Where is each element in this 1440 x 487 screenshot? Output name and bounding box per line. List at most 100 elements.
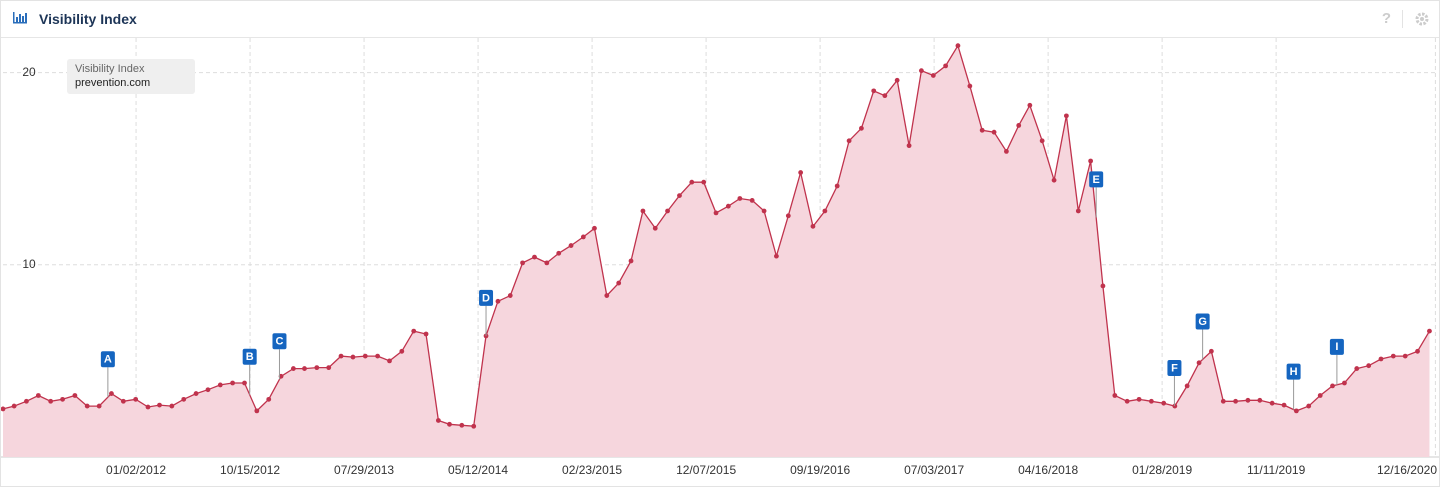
data-point — [181, 396, 187, 402]
data-point — [604, 293, 610, 298]
data-point — [1016, 123, 1022, 128]
data-point — [266, 396, 272, 402]
data-point — [1257, 397, 1263, 403]
x-tick-label: 07/03/2017 — [904, 463, 964, 477]
data-point — [435, 418, 441, 423]
data-point — [725, 203, 731, 209]
data-point — [737, 196, 743, 201]
data-point — [11, 403, 17, 409]
data-point — [520, 260, 525, 266]
x-tick-label: 01/02/2012 — [106, 463, 166, 477]
annotation-flag — [479, 289, 494, 306]
data-point — [1112, 393, 1118, 398]
data-point — [217, 382, 223, 388]
help-icon[interactable]: ? — [1381, 10, 1391, 27]
data-point — [882, 93, 888, 99]
data-point — [1184, 383, 1190, 389]
data-point — [943, 63, 949, 69]
data-point — [1172, 403, 1178, 409]
y-tick-label: 20 — [22, 65, 36, 79]
data-point — [60, 396, 65, 402]
data-point — [375, 353, 380, 359]
annotation-flag — [272, 333, 287, 350]
annotation-label: F — [1171, 362, 1178, 374]
annotation-label: H — [1290, 366, 1298, 378]
data-point — [1233, 398, 1239, 404]
x-tick-label: 04/16/2018 — [1018, 463, 1078, 477]
data-point — [544, 260, 550, 266]
data-point — [133, 396, 139, 402]
x-tick-label: 01/28/2019 — [1132, 463, 1192, 477]
data-point — [1208, 348, 1214, 354]
data-point — [1051, 177, 1057, 183]
data-point — [495, 298, 501, 304]
legend-title: Visibility Index — [75, 63, 145, 75]
data-point — [242, 380, 247, 386]
data-point — [1293, 408, 1299, 414]
data-point — [810, 223, 816, 229]
data-point — [1, 406, 6, 412]
legend: Visibility Index prevention.com — [67, 59, 195, 94]
data-point — [677, 193, 682, 199]
data-point — [1027, 102, 1033, 108]
data-point — [930, 73, 936, 78]
data-point — [991, 129, 997, 135]
data-point — [314, 365, 320, 371]
data-point — [290, 366, 296, 371]
data-point — [774, 253, 779, 259]
data-point — [24, 398, 29, 404]
data-point — [859, 125, 864, 131]
legend-entry: prevention.com — [75, 77, 151, 89]
data-point — [1330, 383, 1335, 389]
data-point — [834, 183, 840, 189]
data-point — [1220, 398, 1226, 404]
data-point — [556, 250, 562, 256]
data-point — [871, 88, 877, 94]
annotation-flag — [1286, 363, 1301, 380]
data-point — [1269, 400, 1275, 406]
data-point — [798, 170, 804, 175]
data-point — [1100, 283, 1106, 289]
settings-icon[interactable] — [1415, 12, 1429, 26]
data-point — [109, 391, 114, 396]
data-point — [447, 421, 452, 427]
data-point — [979, 127, 985, 133]
data-point — [652, 225, 658, 231]
data-point — [822, 208, 828, 214]
data-point — [1063, 113, 1069, 119]
data-point — [1088, 158, 1094, 164]
data-point — [193, 391, 199, 396]
annotation-flag — [1089, 171, 1104, 188]
x-tick-label: 05/12/2014 — [448, 463, 508, 477]
data-point — [169, 403, 175, 409]
data-point — [1306, 403, 1312, 409]
data-point — [1427, 328, 1432, 334]
data-point — [906, 143, 912, 149]
data-point — [532, 254, 537, 260]
data-point — [1136, 396, 1142, 402]
data-point — [967, 83, 973, 89]
x-tick-label: 07/29/2013 — [334, 463, 394, 477]
annotation-label: C — [275, 336, 283, 348]
data-point — [1281, 402, 1287, 408]
data-point — [120, 398, 126, 404]
data-point — [350, 354, 356, 360]
data-point — [1342, 380, 1347, 386]
data-point — [48, 398, 54, 404]
data-point — [254, 408, 260, 414]
data-point — [1124, 398, 1130, 404]
data-point — [1004, 148, 1009, 154]
data-point — [1161, 400, 1167, 406]
data-point — [749, 198, 755, 203]
annotation-label: E — [1093, 174, 1100, 186]
data-point — [665, 208, 670, 214]
annotation-flag — [1167, 359, 1182, 376]
data-point — [1390, 353, 1396, 359]
data-point — [1075, 208, 1081, 214]
data-point — [1366, 363, 1372, 369]
data-point — [616, 280, 622, 286]
x-tick-label: 12/07/2015 — [676, 463, 736, 477]
x-tick-label: 12/16/2020 — [1377, 463, 1437, 477]
data-point — [326, 365, 332, 371]
